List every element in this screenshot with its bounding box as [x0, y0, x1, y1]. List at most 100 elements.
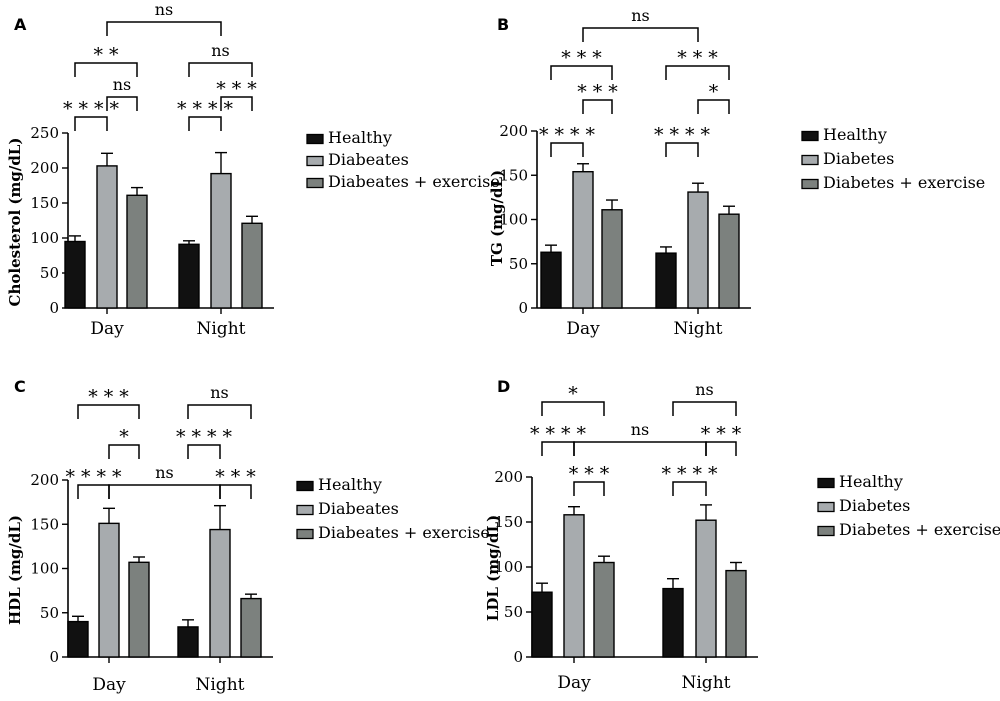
panel-b-bar-healthy-night: [655, 252, 677, 309]
panel-c-bar-diabetes-night: [209, 528, 231, 658]
panel-c-sig-bracket: [187, 404, 252, 419]
panel-d-letter: D: [497, 377, 510, 396]
panel-c-legend: Healthy Diabeates Diabeates + exercise: [296, 475, 490, 542]
panel-d-sig-label: ns: [695, 380, 714, 399]
panel-a-y-tick-label: 0: [49, 299, 59, 317]
panel-b-bar-diabetes-exercise-night: [718, 213, 740, 309]
panel-c-y-tick-label: 100: [30, 560, 59, 578]
panel-c-legend-label-diabetes-exercise: Diabeates + exercise: [318, 523, 490, 542]
panel-b-x-tick-label: Day: [566, 319, 600, 339]
panel-a-sig-bracket: [188, 116, 222, 131]
panel-b-legend-label-healthy: Healthy: [823, 125, 887, 144]
panel-a-legend-label-diabetes: Diabeates: [328, 150, 409, 169]
panel-b-y-tick-label: 0: [518, 299, 528, 317]
panel-a-legend-label-healthy: Healthy: [328, 128, 392, 147]
panel-c-legend-label-diabetes: Diabeates: [318, 499, 399, 518]
panel-a-sig-label: * * * *: [63, 98, 120, 120]
panel-a: A 0 50 100 150 200 250 Cholesterol (mg/dL) Day Ni…: [6, 0, 500, 339]
panel-a-sig-bracket: [188, 62, 253, 77]
panel-a-x-tick-label: Night: [197, 319, 246, 339]
panel-d-sig-bracket: [672, 401, 737, 416]
panel-a-y-tick-label: 150: [30, 194, 59, 212]
panel-d-y-tick-label: 50: [504, 603, 523, 621]
panel-c-bar-diabetes-day: [98, 522, 120, 658]
panel-b-bar-healthy-day: [540, 251, 562, 309]
panel-a-sig-label: ns: [155, 0, 174, 19]
panel-c-bar-healthy-night: [177, 626, 199, 658]
panel-a-sig-bracket: [106, 21, 222, 36]
panel-d-y-tick-label: 200: [494, 468, 523, 486]
panel-a-bar-diabetes-day: [96, 165, 118, 309]
panel-a-sig-label: ns: [211, 41, 230, 60]
panel-d-x-tick-label: Night: [682, 673, 731, 693]
panel-d-sig-bracket: [541, 401, 605, 416]
panel-d-legend-swatch-healthy: [817, 477, 835, 489]
panel-b-sig-bracket: [582, 27, 699, 42]
panel-d-bar-diabetes-night: [695, 519, 717, 658]
panel-c-y-tick-label: 0: [49, 648, 59, 666]
panel-b-legend-swatch-healthy: [801, 130, 819, 142]
panel-a-y-axis-label: Cholesterol (mg/dL): [6, 138, 24, 307]
panel-b-bar-diabetes-day: [572, 171, 594, 309]
panel-a-sig-bracket: [74, 62, 138, 77]
panel-c-x-tick-label: Day: [92, 675, 126, 695]
panel-b-x-tick-label: Night: [674, 319, 723, 339]
panel-c-sig-label: * * *: [88, 386, 129, 408]
panel-b-sig-label: * * *: [677, 47, 718, 69]
panel-c: C 0 50 100 150 200 HDL (mg/dL) Day Night * * * * *…: [6, 377, 490, 695]
panel-d-y-tick-label: 150: [494, 513, 523, 531]
panel-d-y-tick-label: 0: [513, 648, 523, 666]
panel-c-y-tick-label: 200: [30, 471, 59, 489]
panel-b-legend-label-diabetes: Diabetes: [823, 149, 894, 168]
panel-d-sig-bracket: [573, 481, 605, 496]
panel-c-sig-label: * * * *: [176, 426, 233, 448]
panel-a-legend-swatch-healthy: [306, 133, 324, 145]
panel-c-legend-swatch-diabetes: [296, 504, 314, 516]
panel-b-legend-label-diabetes-exercise: Diabetes + exercise: [823, 173, 985, 192]
panel-d-bar-diabetes-exercise-day: [593, 561, 615, 658]
panel-d-legend-label-diabetes: Diabetes: [839, 496, 910, 515]
panel-c-y-axis-label: HDL (mg/dL): [6, 515, 24, 625]
panel-b-sig-bracket: [665, 65, 730, 80]
panel-b-y-axis-label: TG (mg/dL): [488, 170, 506, 266]
panel-b-legend-swatch-diabetes: [801, 154, 819, 166]
panel-b-sig-label: * * * *: [539, 124, 596, 146]
panel-b-y-tick-label: 150: [499, 166, 528, 184]
panel-d: D 0 50 100 150 200 LDL (mg/dL) Day Night * * * * *…: [484, 377, 1000, 693]
panel-b-sig-label: * * *: [577, 81, 618, 103]
panel-d-bar-healthy-day: [531, 591, 553, 658]
panel-a-bar-healthy-day: [64, 240, 86, 309]
panel-b: B 0 50 100 150 200 TG (mg/dL) Day Night * * * * * …: [488, 6, 985, 339]
panel-a-x-tick-label: Day: [90, 319, 124, 339]
panel-b-sig-bracket: [665, 142, 699, 157]
panel-c-bar-diabetes-exercise-night: [240, 597, 262, 658]
panel-c-bar-healthy-day: [67, 620, 89, 658]
panel-d-bar-diabetes-day: [563, 514, 585, 658]
panel-a-sig-bracket: [106, 96, 138, 111]
panel-a-y-tick-label: 250: [30, 124, 59, 142]
panel-b-y-tick-label: 200: [499, 122, 528, 140]
panel-c-sig-label: ns: [155, 463, 174, 482]
panel-b-sig-label: ns: [631, 6, 650, 25]
panel-b-bar-diabetes-exercise-day: [601, 209, 623, 309]
panel-c-sig-label: ns: [210, 383, 229, 402]
panel-a-sig-label: * * * *: [177, 98, 234, 120]
panel-d-y-axis-label: LDL (mg/dL): [484, 515, 502, 621]
panel-c-legend-swatch-diabetes-exercise: [296, 528, 314, 540]
panel-d-legend-label-healthy: Healthy: [839, 472, 903, 491]
panel-d-sig-label: * * *: [701, 423, 742, 445]
panel-c-sig-label: * * * *: [65, 466, 122, 488]
panel-b-legend-swatch-diabetes-exercise: [801, 178, 819, 190]
panel-c-bar-diabetes-exercise-day: [128, 561, 150, 658]
panel-d-y-tick-label: 100: [494, 558, 523, 576]
panel-d-legend: Healthy Diabetes Diabetes + exercise: [817, 472, 1000, 539]
panel-c-sig-bracket: [187, 444, 221, 459]
panel-d-bar-diabetes-exercise-night: [725, 569, 747, 658]
panel-b-sig-bracket: [582, 99, 613, 114]
panel-a-letter: A: [14, 15, 27, 34]
panel-d-sig-label: * * *: [569, 463, 610, 485]
panel-d-x-tick-label: Day: [557, 673, 591, 693]
panel-d-bar-healthy-night: [662, 587, 684, 658]
panel-a-sig-bracket: [74, 116, 108, 131]
